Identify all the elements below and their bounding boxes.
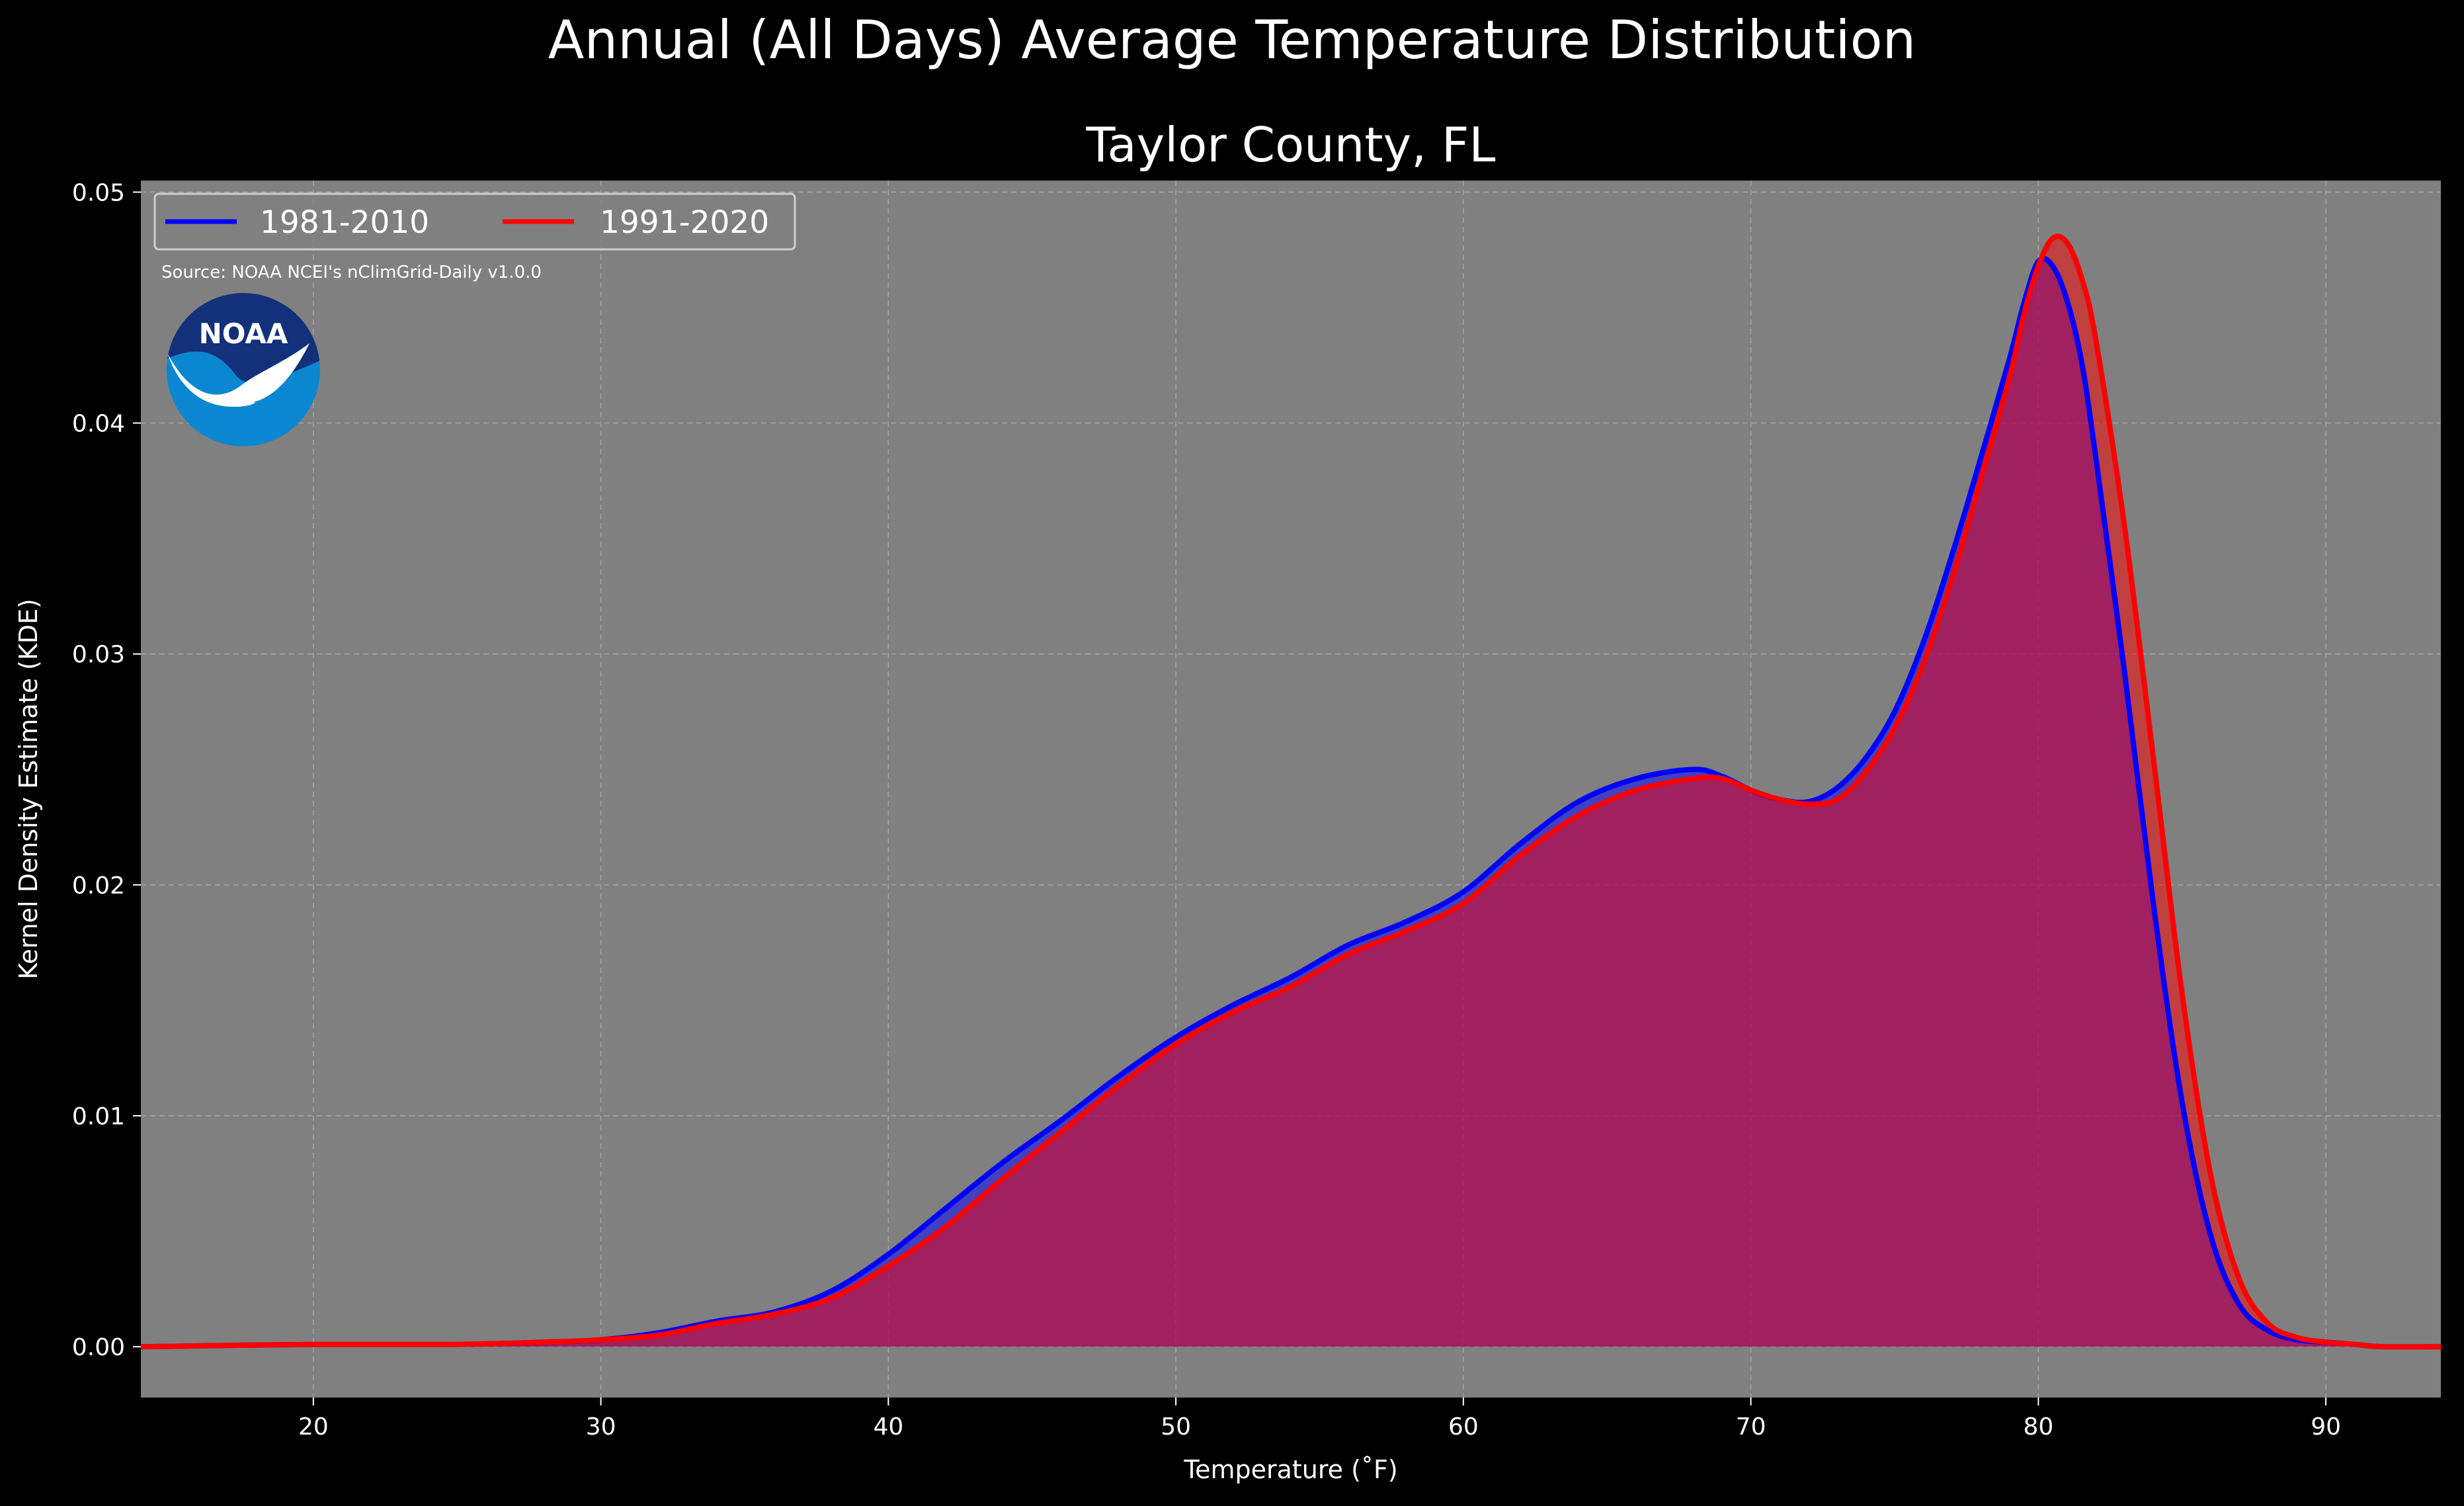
legend-label-1991-2020: 1991-2020 [600,204,769,241]
noaa-logo-icon: NOAA [167,293,320,446]
chart-subtitle: Taylor County, FL [1085,117,1495,173]
x-tick-label-6: 80 [2023,1413,2053,1441]
y-tick-label-3: 0.03 [72,642,125,669]
y-axis: 0.00 0.01 0.02 0.03 0.04 0.05 [72,179,141,1361]
x-tick-label-2: 40 [873,1413,903,1441]
x-axis: 20 30 40 50 60 70 80 90 [298,1398,2341,1441]
y-tick-label-2: 0.02 [72,872,125,899]
x-tick-label-7: 90 [2311,1413,2341,1441]
source-note: Source: NOAA NCEI's nClimGrid-Daily v1.0… [161,263,542,282]
noaa-logo-text: NOAA [199,317,288,350]
area-1991-2020 [141,236,2441,1347]
y-tick-label-0: 0.00 [72,1334,125,1361]
series-fills [141,236,2441,1347]
legend: 1981-2010 1991-2020 [153,192,796,251]
x-axis-label: Temperature (˚F) [1183,1455,1397,1484]
y-axis-label: Kernel Density Estimate (KDE) [14,599,43,980]
line-1991-2020 [140,233,2442,1350]
legend-box [153,192,796,251]
x-tick-label-1: 30 [586,1413,616,1441]
y-tick-label-5: 0.05 [72,179,125,206]
x-tick-label-4: 60 [1448,1413,1479,1441]
x-tick-label-5: 70 [1736,1413,1766,1441]
x-tick-label-0: 20 [298,1413,329,1441]
y-tick-label-4: 0.04 [72,411,125,438]
x-tick-label-3: 50 [1161,1413,1191,1441]
series-lines [140,233,2442,1350]
legend-label-1981-2010: 1981-2010 [260,204,429,241]
chart-title: Annual (All Days) Average Temperature Di… [548,9,1916,71]
y-tick-label-1: 0.01 [72,1103,125,1130]
